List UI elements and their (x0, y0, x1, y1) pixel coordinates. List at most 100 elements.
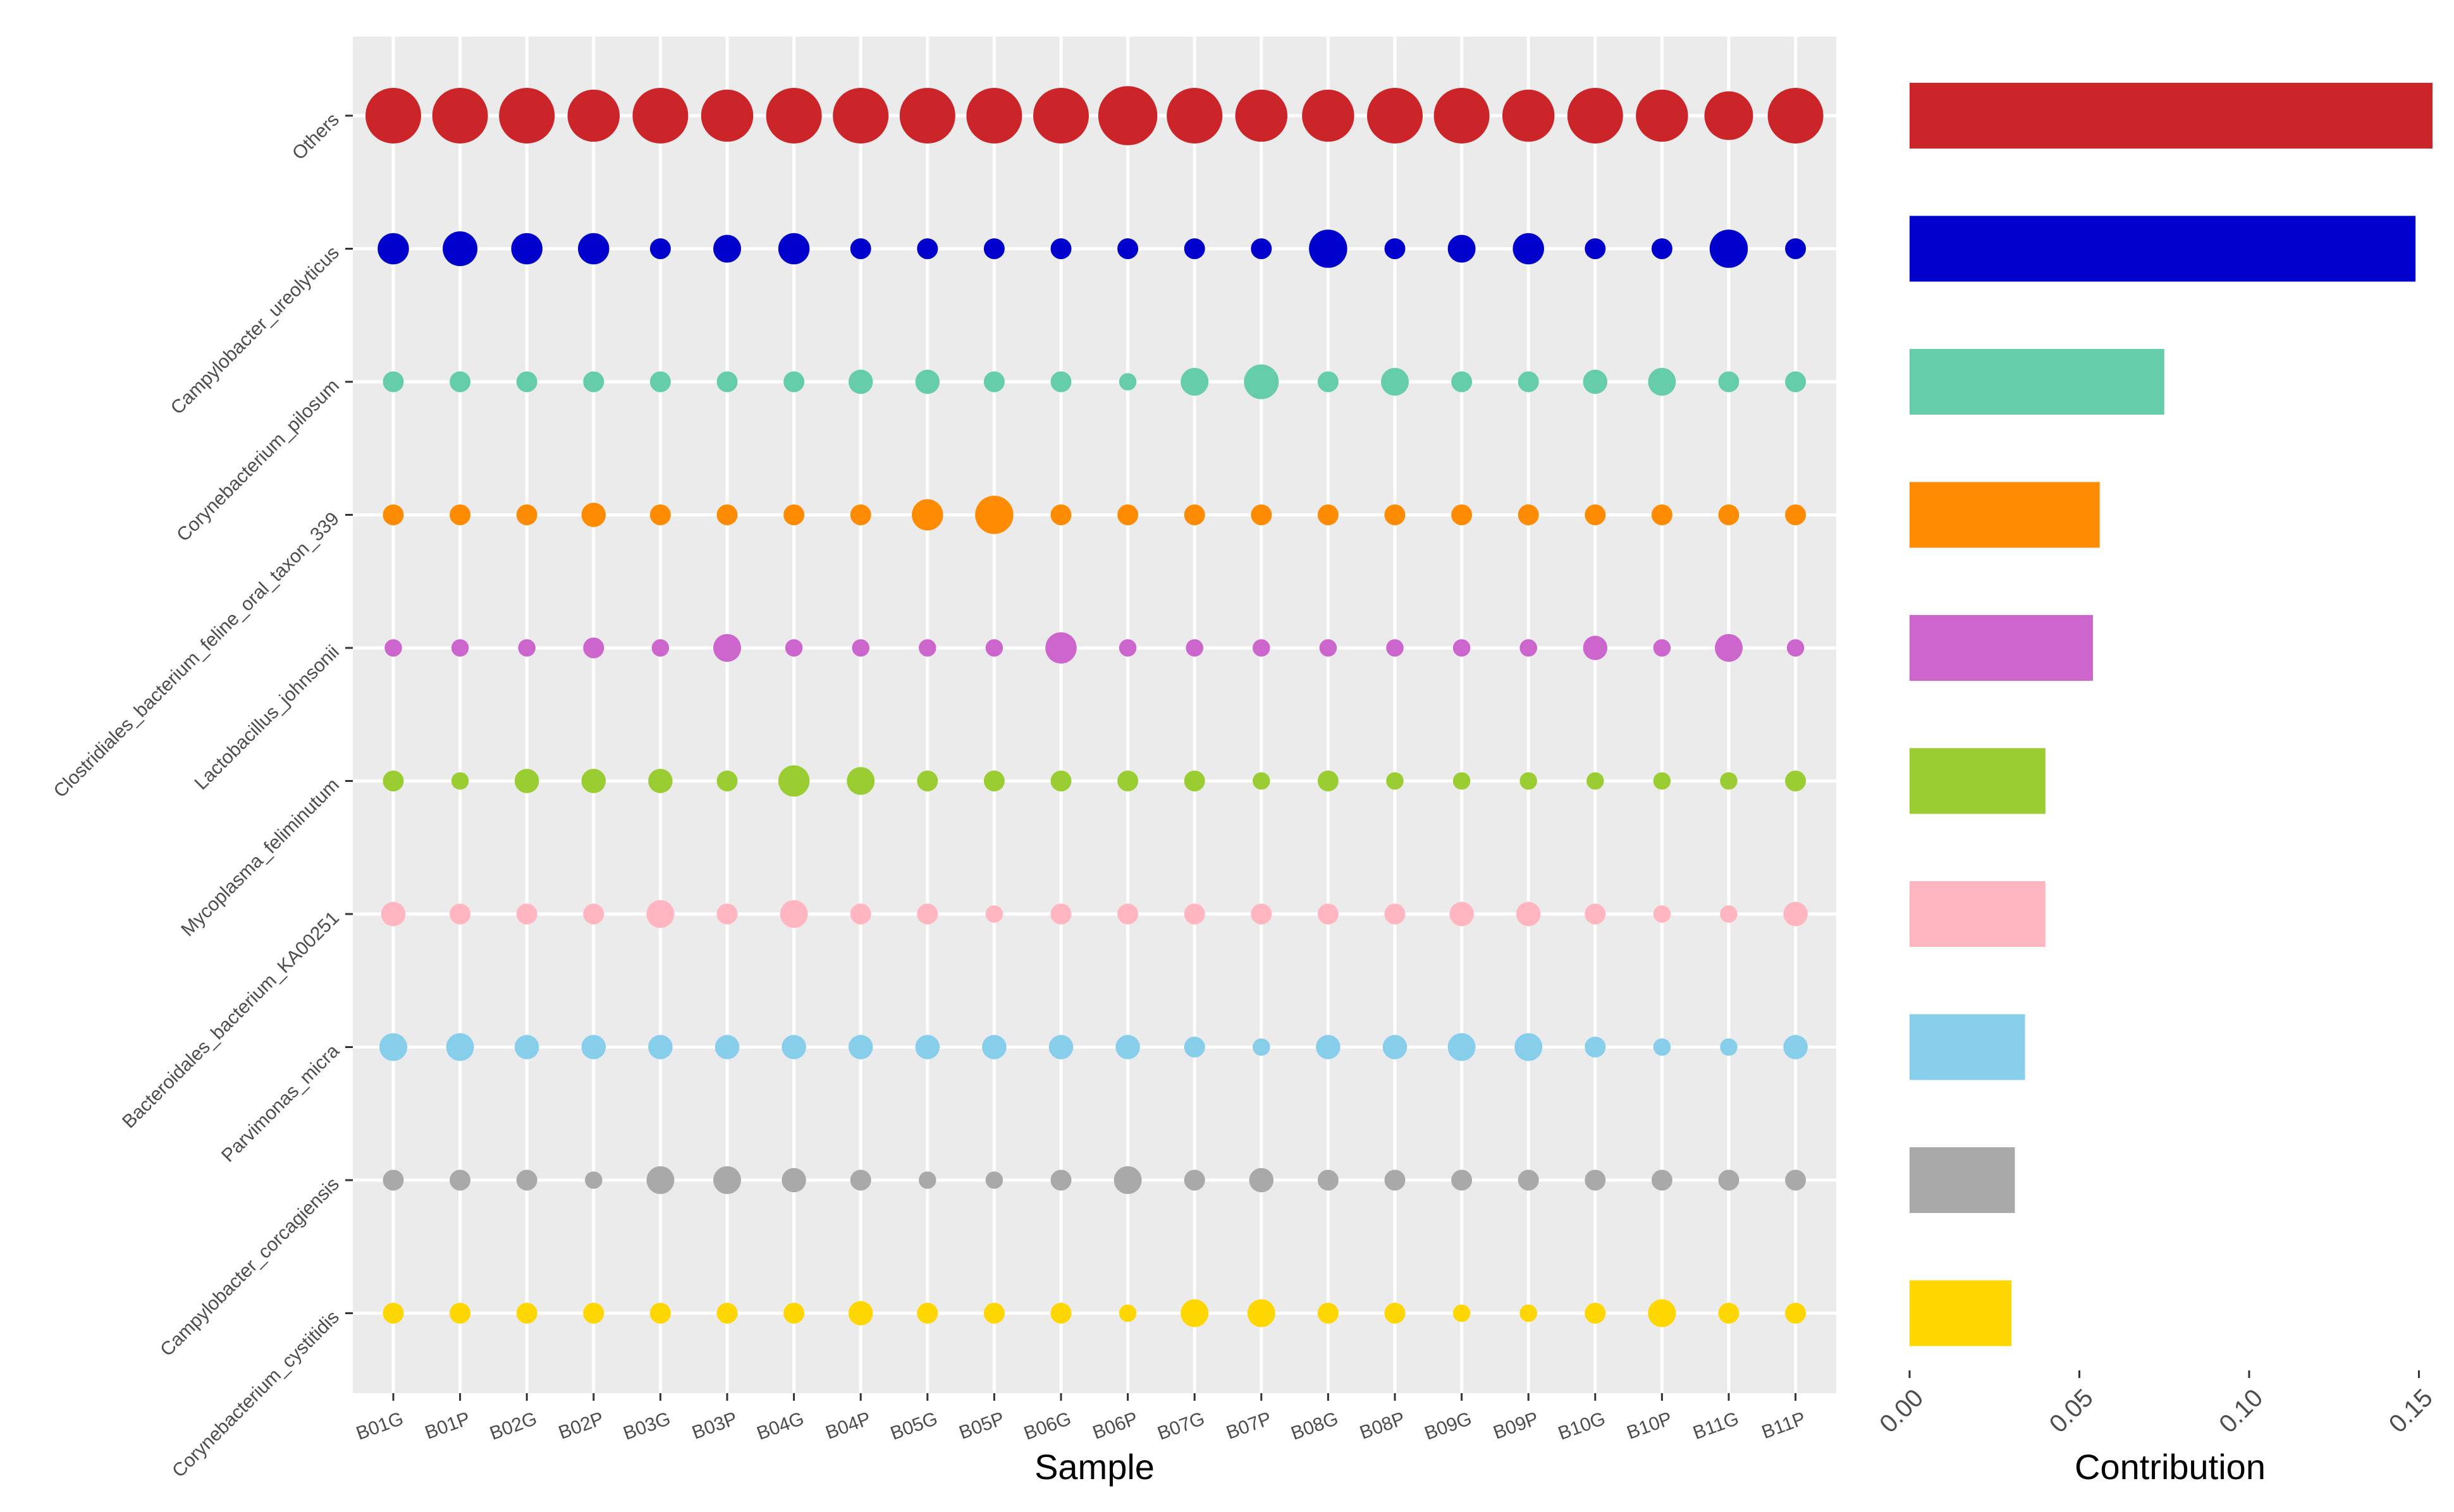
data-point (848, 369, 873, 394)
data-point (516, 1303, 537, 1324)
bar (1910, 615, 2093, 681)
data-point (1651, 1169, 1672, 1191)
data-point (383, 771, 404, 791)
data-point (1653, 905, 1671, 923)
data-point (1117, 504, 1139, 525)
data-point (1098, 86, 1158, 145)
data-point (1184, 1037, 1205, 1058)
data-point (1317, 903, 1339, 925)
data-point (1384, 1303, 1406, 1324)
bar-chart-x-axis-title: Contribution (2075, 1447, 2266, 1487)
data-point (716, 771, 738, 791)
data-point (1253, 639, 1270, 657)
bar-chart-panel: 0.00 0.05 0.10 0.15 Contribution (1874, 83, 2438, 1487)
data-point (1704, 91, 1753, 140)
data-point (785, 639, 803, 657)
data-point (1785, 1169, 1807, 1191)
bar (1910, 216, 2416, 282)
data-point (1585, 1037, 1606, 1058)
data-point (648, 769, 673, 793)
data-point (1184, 504, 1205, 525)
data-point (581, 503, 606, 527)
data-point (1384, 903, 1406, 925)
data-point (912, 499, 943, 531)
data-point (1451, 371, 1473, 393)
data-point (1114, 1166, 1142, 1194)
data-point (1718, 1169, 1739, 1191)
data-point (1518, 371, 1539, 393)
data-point (383, 504, 404, 525)
data-point (848, 1035, 873, 1059)
data-point (1585, 238, 1606, 259)
data-point (1050, 1169, 1072, 1191)
data-point (1519, 772, 1537, 790)
data-point (847, 767, 875, 795)
data-point (1519, 639, 1537, 657)
data-point (1648, 1299, 1676, 1327)
data-point (1447, 235, 1476, 263)
data-point (383, 1169, 404, 1191)
data-point (1048, 1035, 1074, 1059)
data-point (514, 1035, 539, 1059)
data-point (646, 1166, 675, 1194)
data-point (632, 88, 689, 143)
data-point (983, 238, 1005, 259)
data-point (783, 504, 805, 525)
data-point (1251, 238, 1272, 259)
data-point (1317, 504, 1339, 525)
data-point (583, 1303, 604, 1324)
data-point (1181, 368, 1209, 396)
data-point (1119, 373, 1137, 391)
dot-plot-background (353, 37, 1836, 1393)
data-point (450, 903, 471, 925)
data-point (982, 1035, 1007, 1059)
data-point (915, 369, 940, 394)
data-point (917, 771, 938, 791)
data-point (1783, 1035, 1808, 1059)
dot-plot-x-axis-title: Sample (1034, 1447, 1155, 1487)
data-point (1653, 772, 1671, 790)
data-point (450, 1303, 471, 1324)
data-point (966, 88, 1022, 143)
data-point (1317, 771, 1339, 791)
data-point (716, 1303, 738, 1324)
data-point (917, 903, 938, 925)
data-point (1651, 504, 1672, 525)
data-point (1382, 1035, 1408, 1059)
data-point (1720, 1038, 1738, 1056)
data-point (1718, 371, 1739, 393)
data-point (1433, 88, 1490, 143)
data-point (583, 637, 604, 659)
data-point (1184, 238, 1205, 259)
bar (1910, 748, 2046, 814)
data-point (917, 1303, 938, 1324)
data-point (1317, 1169, 1339, 1191)
bar (1910, 1147, 2015, 1213)
data-point (384, 639, 402, 657)
data-point (1516, 901, 1541, 927)
data-point (379, 1033, 407, 1061)
data-point (1367, 88, 1423, 143)
data-point (1636, 89, 1688, 142)
data-point (1709, 229, 1748, 268)
data-point (1181, 1299, 1209, 1327)
data-point (1785, 504, 1807, 525)
data-point (1119, 639, 1137, 657)
data-point (1447, 1033, 1476, 1061)
data-point (450, 1169, 471, 1191)
data-point (1050, 504, 1072, 525)
data-point (446, 1033, 474, 1061)
data-point (1718, 504, 1739, 525)
data-point (450, 504, 471, 525)
data-point (578, 233, 610, 265)
data-point (1253, 772, 1270, 790)
bar (1910, 1014, 2025, 1080)
data-point (1452, 772, 1471, 790)
data-point (1386, 639, 1404, 657)
data-point (1050, 238, 1072, 259)
data-point (383, 1303, 404, 1324)
data-point (917, 238, 938, 259)
bar (1910, 881, 2046, 947)
data-point (516, 504, 537, 525)
data-point (365, 88, 421, 143)
